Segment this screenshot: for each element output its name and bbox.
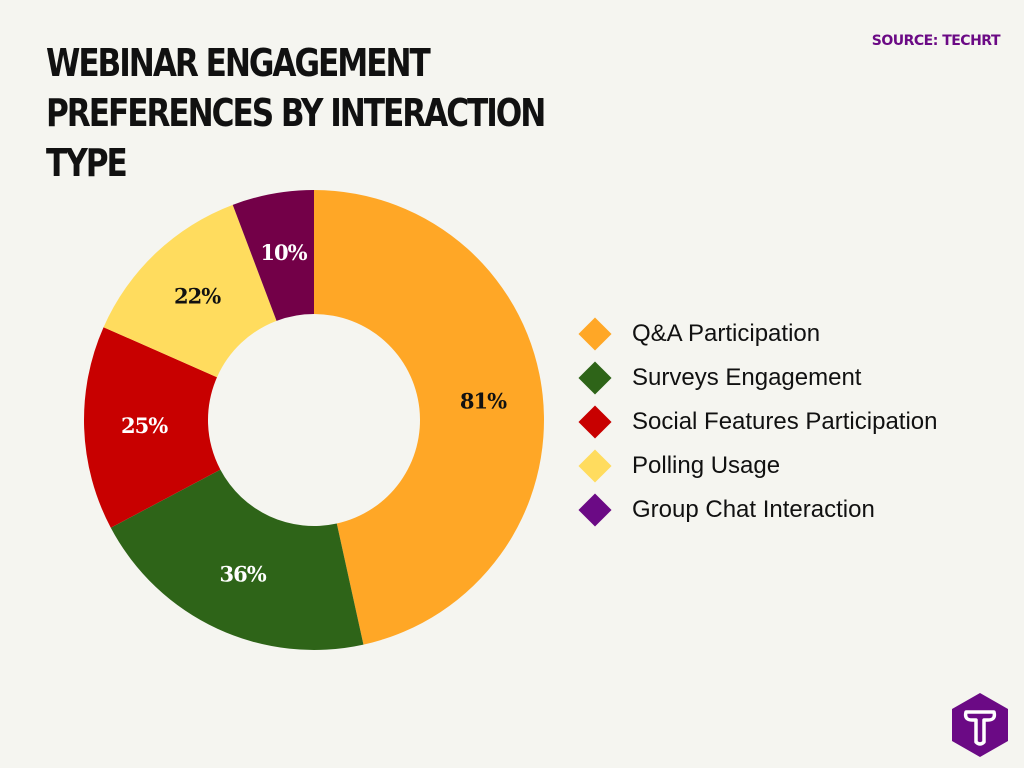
slice-group-chat-interaction [232, 190, 314, 321]
legend-item: Group Chat Interaction [578, 488, 937, 532]
data-label: 25% [121, 413, 168, 438]
legend-swatch-icon [578, 493, 612, 527]
data-label: 36% [220, 561, 267, 586]
slice-surveys-engagement [110, 469, 364, 650]
legend-label: Surveys Engagement [632, 364, 862, 391]
legend-swatch-icon [578, 361, 612, 395]
legend-item: Social Features Participation [578, 400, 938, 444]
legend-label: Group Chat Interaction [632, 496, 875, 523]
legend-label: Q&A Participation [632, 320, 821, 347]
legend-item: Q&A Participation [578, 312, 937, 356]
slice-polling-usage [103, 204, 277, 378]
data-label: 81% [460, 389, 507, 414]
slice-social-features-participation [83, 327, 221, 528]
techrt-logo [952, 693, 1008, 757]
data-label: 10% [260, 240, 307, 265]
legend: Q&A Participation Surveys Engagement Socia… [578, 312, 938, 532]
legend-swatch-icon [578, 449, 612, 483]
legend-label: Polling Usage [632, 452, 781, 479]
legend-label: Social Features Participation [632, 408, 938, 435]
legend-swatch-icon [578, 405, 612, 439]
slice-q-a-participation [314, 190, 544, 645]
data-label: 22% [174, 284, 221, 309]
legend-item: Polling Usage [578, 444, 937, 488]
source-label: SOURCE: TECHRT [871, 33, 1001, 49]
legend-swatch-icon [578, 317, 612, 351]
chart-title: Webinar Engagement Preferences by Intera… [46, 41, 546, 185]
legend-item: Surveys Engagement [578, 356, 937, 400]
